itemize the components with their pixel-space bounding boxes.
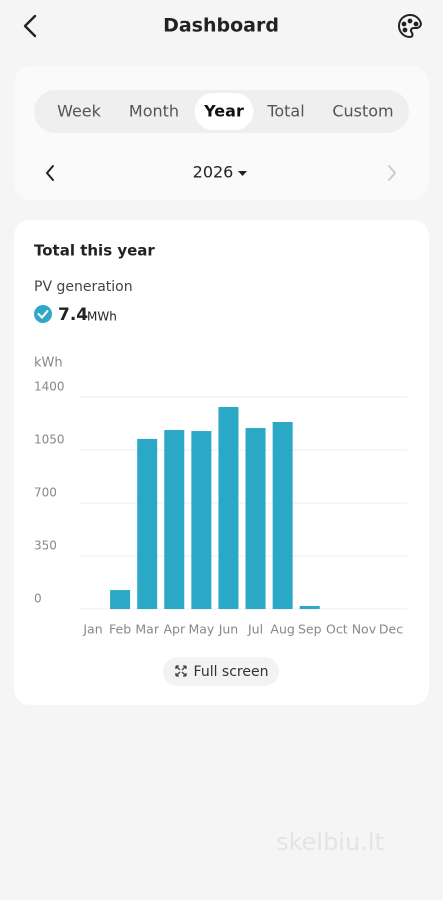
theme-button[interactable] <box>398 13 423 39</box>
period-label[interactable]: 2026 <box>193 163 234 182</box>
period-dropdown[interactable] <box>238 171 247 176</box>
prev-period[interactable] <box>45 165 54 181</box>
y-tick-label: 350 <box>34 539 57 553</box>
bar <box>245 428 266 609</box>
fullscreen-label: Full screen <box>194 664 269 680</box>
tab[interactable]: Year <box>203 102 244 121</box>
fullscreen-button[interactable] <box>163 657 279 686</box>
watermark: skelbiu.lt <box>276 828 384 856</box>
x-tick-label: Jan <box>82 622 102 637</box>
total-value: 7.4 <box>58 305 88 325</box>
y-tick-label: 700 <box>34 486 57 500</box>
y-tick-label: 1400 <box>34 380 65 394</box>
bar <box>191 431 212 609</box>
x-tick-label: Aug <box>270 622 294 637</box>
x-tick-label: May <box>188 622 214 637</box>
x-tick-label: Apr <box>163 622 185 637</box>
next-period[interactable] <box>388 165 397 181</box>
page-title: Dashboard <box>163 15 279 37</box>
bar <box>299 605 320 609</box>
tab[interactable]: Total <box>266 102 304 121</box>
metric-label: PV generation <box>34 279 133 295</box>
x-tick-label: Sep <box>298 622 322 637</box>
tab-selected-bg <box>194 93 254 130</box>
bar <box>218 406 239 609</box>
x-tick-label: Dec <box>379 622 403 637</box>
x-tick-label: Oct <box>326 622 348 637</box>
tab[interactable]: Month <box>129 102 179 121</box>
tab[interactable]: Custom <box>332 102 393 121</box>
y-tick-label: 1050 <box>34 433 65 447</box>
x-tick-label: Jun <box>218 622 239 637</box>
fullscreen-icon <box>175 665 187 677</box>
x-tick-label: Jul <box>247 622 263 637</box>
x-tick-label: Feb <box>109 622 131 637</box>
bar <box>110 590 131 609</box>
y-axis-label: kWh <box>34 356 63 371</box>
tab[interactable]: Week <box>57 102 102 121</box>
y-tick-label: 0 <box>34 592 42 606</box>
back-button[interactable] <box>23 14 37 38</box>
check-icon <box>34 305 52 323</box>
x-tick-label: Mar <box>135 622 159 637</box>
bar <box>272 421 293 609</box>
bar <box>164 430 185 609</box>
bar <box>137 438 158 609</box>
card-title: Total this year <box>34 242 155 260</box>
total-unit: MWh <box>87 310 117 324</box>
x-tick-label: Nov <box>352 622 377 637</box>
check-mark <box>37 310 49 319</box>
